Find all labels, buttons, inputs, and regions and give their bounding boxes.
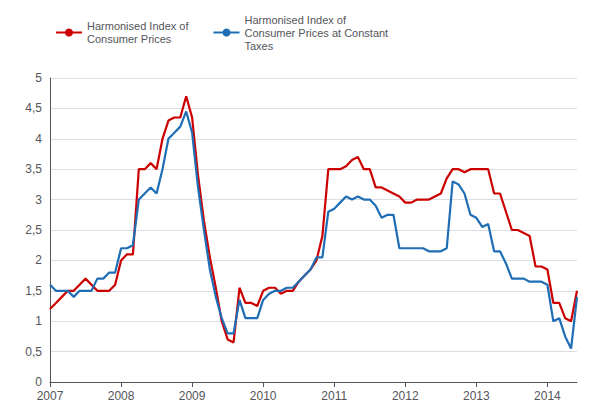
svg-text:2008: 2008 (108, 389, 135, 403)
svg-text:4,5: 4,5 (25, 101, 42, 115)
svg-text:2014: 2014 (534, 389, 561, 403)
svg-text:2007: 2007 (37, 389, 64, 403)
svg-text:Consumer Prices at Constant: Consumer Prices at Constant (244, 27, 388, 39)
svg-text:4: 4 (35, 132, 42, 146)
svg-text:2012: 2012 (392, 389, 419, 403)
svg-text:2011: 2011 (321, 389, 347, 403)
svg-text:2009: 2009 (179, 389, 206, 403)
svg-text:2013: 2013 (463, 389, 490, 403)
svg-text:2: 2 (35, 253, 42, 267)
svg-text:3: 3 (35, 193, 42, 207)
svg-text:2,5: 2,5 (25, 223, 42, 237)
svg-text:1: 1 (35, 314, 42, 328)
svg-text:1,5: 1,5 (25, 284, 42, 298)
svg-text:Harmonised Index of: Harmonised Index of (244, 14, 346, 26)
svg-text:0: 0 (35, 375, 42, 389)
svg-text:3,5: 3,5 (25, 162, 42, 176)
svg-text:Consumer Prices: Consumer Prices (87, 33, 172, 45)
svg-text:5: 5 (35, 71, 42, 85)
svg-text:0,5: 0,5 (25, 345, 42, 359)
svg-text:Taxes: Taxes (244, 40, 273, 52)
svg-text:Harmonised Index of: Harmonised Index of (87, 20, 189, 32)
svg-text:2010: 2010 (250, 389, 277, 403)
